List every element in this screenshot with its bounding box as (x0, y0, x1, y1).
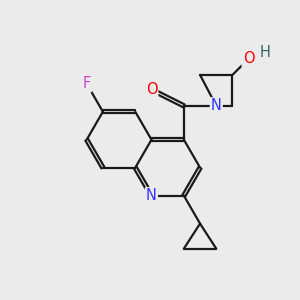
Text: O: O (146, 82, 157, 97)
Text: F: F (82, 76, 91, 91)
Text: H: H (260, 45, 270, 60)
Text: N: N (146, 188, 157, 203)
Text: N: N (211, 98, 222, 113)
Text: O: O (243, 51, 254, 66)
Text: O: O (243, 51, 254, 66)
